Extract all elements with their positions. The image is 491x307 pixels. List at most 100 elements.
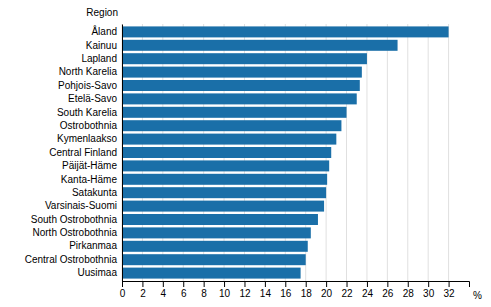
x-tick-mark [244,281,245,287]
y-tick-label: Åland [91,25,117,37]
x-tick-mark [265,281,266,287]
y-tick-label: Pohjois-Savo [58,80,117,91]
y-tick: South Karelia [57,107,122,118]
x-tick-label: 8 [201,288,207,299]
x-tick: 22 [341,281,353,299]
x-tick-label: 0 [120,288,126,299]
x-tick: 32 [444,281,456,299]
bar [122,160,329,171]
y-tick-label: Central Finland [49,147,117,158]
y-tick: Päijät-Häme [62,160,122,171]
y-tick-label: Etelä-Savo [68,93,117,104]
bar [122,134,336,145]
x-tick: 0 [120,281,126,299]
x-tick-label: 26 [382,288,394,299]
y-tick-label: Lapland [81,53,117,64]
x-tick-label: 28 [403,288,415,299]
y-tick: Central Finland [49,147,122,158]
x-tick: 26 [382,281,394,299]
x-tick-mark [122,281,123,287]
x-tick: 14 [260,281,272,299]
bar [122,268,301,279]
x-tick-mark [163,281,164,287]
grid-line [407,24,408,281]
x-tick: 10 [219,281,231,299]
y-tick: Åland [91,25,122,37]
x-tick-label: 10 [219,288,231,299]
bar [122,201,324,212]
x-tick-label: 24 [362,288,374,299]
x-axis: 02468101214161820222426283032 [120,281,470,299]
x-axis-line [123,282,470,288]
y-tick: Uusimaa [78,267,122,278]
x-tick-label: 16 [280,288,292,299]
y-tick: North Karelia [59,66,122,77]
x-tick-label: 32 [444,288,456,299]
x-tick-mark [367,281,368,287]
y-tick-label: Uusimaa [78,267,118,278]
x-tick-mark [183,281,184,287]
x-tick-mark [326,281,327,287]
grid-line [122,24,123,281]
grid-line [387,24,388,281]
y-tick: Satakunta [72,187,122,198]
y-tick: North Ostrobothnia [33,227,123,238]
x-tick-label: 30 [423,288,435,299]
y-tick-label: Varsinais-Suomi [45,200,117,211]
grid-line [448,24,449,281]
x-tick-label: 4 [161,288,167,299]
bar [122,254,306,265]
x-tick: 24 [362,281,374,299]
bar [122,214,318,225]
y-tick-label: Kainuu [86,40,117,51]
bar [122,67,362,78]
y-tick: Varsinais-Suomi [45,200,122,211]
x-tick: 6 [181,281,187,299]
y-tick-label: Päijät-Häme [62,160,117,171]
x-tick-mark [142,281,143,287]
y-tick: Lapland [81,53,122,64]
x-tick: 20 [321,281,333,299]
y-axis-label: Region [86,7,118,18]
x-tick: 16 [280,281,292,299]
y-tick-label: South Karelia [57,107,117,118]
x-tick-label: 18 [301,288,313,299]
bar [122,40,398,51]
bar [122,227,311,238]
y-tick-label: Satakunta [72,187,117,198]
y-tick: Kymenlaakso [57,133,122,144]
y-tick-label: Pirkanmaa [69,240,117,251]
y-tick: Pohjois-Savo [58,80,122,91]
x-tick: 8 [201,281,207,299]
y-tick: Kainuu [86,40,122,51]
y-tick: Ostrobothnia [60,120,122,131]
x-tick-mark [204,281,205,287]
y-axis: Uusimaa Central Ostrobothnia Pirkanmaa Nort… [25,25,123,282]
bar [122,26,449,37]
x-tick-label: 6 [181,288,187,299]
bar [122,187,326,198]
x-tick: 4 [161,281,167,299]
plot: 02468101214161820222426283032UusimaaCent… [25,24,470,299]
bar [122,107,347,118]
y-tick-label: Kanta-Häme [61,173,118,184]
bar [122,120,341,131]
x-tick-label: 2 [140,288,146,299]
x-tick-mark [224,281,225,287]
bar [122,53,367,64]
bar [122,80,360,91]
y-tick-label: Ostrobothnia [60,120,118,131]
x-axis-label: % [473,290,482,301]
x-tick-label: 20 [321,288,333,299]
x-tick: 2 [140,281,146,299]
bars [122,26,449,278]
bar [122,174,327,185]
grid-line [428,24,429,281]
y-axis-line [122,25,123,282]
x-tick-mark [449,281,450,287]
y-tick-label: Central Ostrobothnia [25,254,118,265]
y-tick-label: South Ostrobothnia [31,214,118,225]
chart: 02468101214161820222426283032UusimaaCent… [0,0,491,307]
x-tick-mark [285,281,286,287]
x-tick-mark [306,281,307,287]
